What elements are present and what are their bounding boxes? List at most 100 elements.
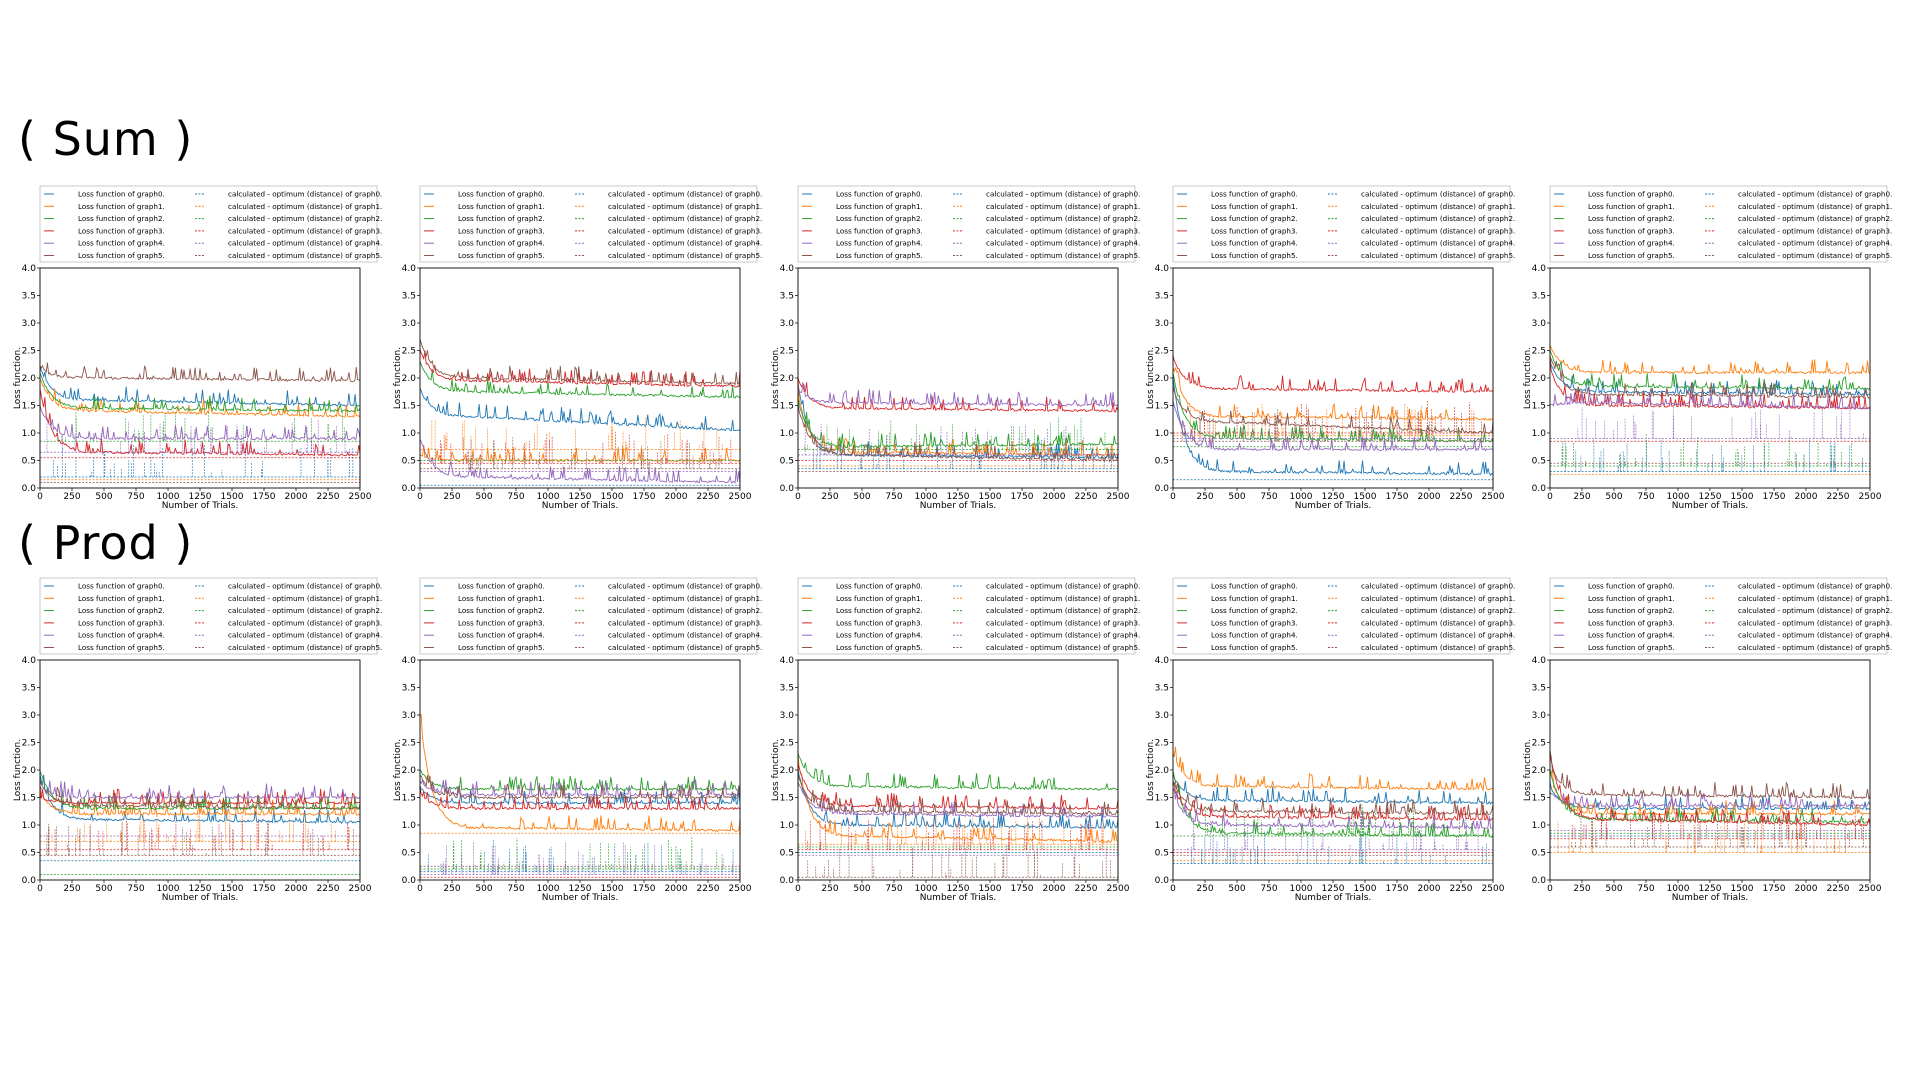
series-graph1	[419, 713, 741, 834]
series-graph3	[1549, 358, 1871, 442]
plot-area: 0.0 0.5 1.0 1.5 2.0 2.5 3.0 3.5 4.0 0 250 500 750 100…	[771, 264, 1130, 511]
loss-line-graph5	[1172, 386, 1494, 435]
series-graph2	[797, 752, 1118, 848]
legend-label-loss: Loss function of graph0.	[78, 582, 165, 591]
legend: Loss function of graph0. calculated - opt…	[1549, 185, 1892, 263]
legend: Loss function of graph0. calculated - opt…	[1172, 185, 1515, 263]
y-tick-label: 2.5	[780, 739, 794, 749]
plot-area: 0.0 0.5 1.0 1.5 2.0 2.5 3.0 3.5 4.0 0 250 500 750 100…	[13, 656, 372, 903]
x-tick-label: 2000	[1795, 884, 1818, 894]
legend-label-distance: calculated - optimum (distance) of graph…	[608, 226, 762, 235]
legend-label-distance: calculated - optimum (distance) of graph…	[1361, 251, 1515, 260]
axes-frame	[1549, 659, 1871, 881]
y-tick-label: 2.0	[402, 374, 417, 384]
loss-line-graph1	[1172, 746, 1494, 792]
plot-area: 0.0 0.5 1.0 1.5 2.0 2.5 3.0 3.5 4.0 0 250 500 750 100…	[1523, 264, 1882, 511]
loss-line-graph1	[419, 445, 741, 463]
legend-label-loss: Loss function of graph4.	[1211, 631, 1298, 640]
legend: Loss function of graph0. calculated - opt…	[1172, 577, 1515, 655]
y-tick-label: 1.5	[780, 794, 794, 804]
legend-box	[797, 185, 1136, 263]
legend-label-loss: Loss function of graph4.	[836, 239, 923, 248]
legend-label-distance: calculated - optimum (distance) of graph…	[1738, 618, 1892, 627]
x-tick-label: 500	[475, 492, 492, 502]
y-tick-label: 2.0	[22, 374, 37, 384]
y-tick-label: 2.0	[1155, 374, 1170, 384]
y-tick-label: 0.5	[1155, 849, 1169, 859]
legend-label-loss: Loss function of graph2.	[1588, 214, 1675, 223]
legend-label-distance: calculated - optimum (distance) of graph…	[608, 606, 762, 615]
y-tick-label: 3.0	[1532, 319, 1547, 329]
legend-label-loss: Loss function of graph4.	[836, 631, 923, 640]
legend-label-distance: calculated - optimum (distance) of graph…	[228, 202, 382, 211]
y-tick-label: 3.0	[780, 319, 795, 329]
series-graph3	[1172, 355, 1494, 434]
x-tick-label: 2500	[1107, 884, 1130, 894]
legend-label-distance: calculated - optimum (distance) of graph…	[986, 239, 1140, 248]
y-tick-label: 1.5	[402, 794, 416, 804]
legend-label-distance: calculated - optimum (distance) of graph…	[986, 190, 1140, 199]
legend-label-loss: Loss function of graph3.	[1211, 226, 1298, 235]
loss-line-graph4	[797, 381, 1119, 408]
x-tick-label: 2500	[349, 492, 372, 502]
x-axis-label: Number of Trials.	[542, 501, 619, 511]
loss-line-graph2	[797, 752, 1118, 791]
loss-line-graph3	[419, 349, 741, 388]
y-tick-label: 1.0	[1532, 821, 1547, 831]
x-tick-label: 2500	[1482, 884, 1505, 894]
x-axis-label: Number of Trials.	[162, 501, 239, 511]
y-tick-label: 2.5	[402, 739, 416, 749]
legend-label-loss: Loss function of graph2.	[836, 214, 923, 223]
series-graph0	[797, 383, 1119, 470]
legend-label-loss: Loss function of graph0.	[458, 190, 545, 199]
x-tick-label: 1000	[915, 492, 938, 502]
x-tick-label: 1500	[601, 492, 624, 502]
distance-spikes-graph5	[46, 822, 354, 856]
chart-panel-sum-4: Loss function of graph0. calculated - opt…	[1523, 185, 1892, 511]
x-tick-label: 0	[37, 492, 43, 502]
plot-area: 0.0 0.5 1.0 1.5 2.0 2.5 3.0 3.5 4.0 0 250 500 750 100…	[393, 264, 752, 511]
legend-label-loss: Loss function of graph1.	[1211, 202, 1298, 211]
y-tick-label: 0.0	[1155, 876, 1170, 886]
series-graph2	[39, 372, 361, 442]
loss-line-graph0	[1549, 358, 1871, 397]
y-tick-label: 1.0	[780, 821, 795, 831]
loss-line-graph5	[420, 775, 741, 800]
x-tick-label: 1250	[569, 884, 592, 894]
loss-line-graph1	[39, 378, 361, 418]
section-label-sum: ( Sum )	[18, 112, 194, 166]
y-tick-label: 2.5	[1155, 347, 1169, 357]
x-tick-label: 1000	[537, 884, 560, 894]
legend-label-distance: calculated - optimum (distance) of graph…	[986, 618, 1140, 627]
legend-label-distance: calculated - optimum (distance) of graph…	[228, 582, 382, 591]
x-tick-label: 2000	[665, 884, 688, 894]
y-tick-label: 4.0	[1532, 656, 1547, 666]
x-tick-label: 750	[885, 492, 902, 502]
distance-spikes-graph3	[1572, 806, 1862, 839]
y-axis-label: Loss function.	[1146, 739, 1156, 801]
x-tick-label: 0	[1170, 492, 1176, 502]
series-graph0	[797, 769, 1119, 853]
legend-label-loss: Loss function of graph3.	[78, 226, 165, 235]
x-tick-label: 250	[63, 492, 80, 502]
y-tick-label: 3.0	[22, 319, 37, 329]
loss-line-graph5	[419, 339, 741, 386]
y-tick-label: 2.0	[780, 766, 795, 776]
y-tick-label: 0.5	[22, 849, 36, 859]
y-tick-label: 0.5	[1155, 457, 1169, 467]
x-tick-label: 0	[795, 884, 801, 894]
legend-label-distance: calculated - optimum (distance) of graph…	[1361, 618, 1515, 627]
legend-label-distance: calculated - optimum (distance) of graph…	[1361, 202, 1515, 211]
y-tick-label: 1.0	[22, 429, 37, 439]
series-graph0	[419, 388, 741, 486]
y-tick-label: 1.0	[1532, 429, 1547, 439]
x-tick-label: 1500	[1731, 884, 1754, 894]
x-tick-label: 0	[37, 884, 43, 894]
y-tick-label: 0.5	[780, 849, 794, 859]
legend-box	[1172, 185, 1511, 263]
x-axis-label: Number of Trials.	[920, 501, 997, 511]
loss-line-graph5	[1172, 781, 1494, 817]
x-tick-label: 1000	[915, 884, 938, 894]
legend-label-distance: calculated - optimum (distance) of graph…	[1738, 631, 1892, 640]
legend: Loss function of graph0. calculated - opt…	[419, 185, 762, 263]
